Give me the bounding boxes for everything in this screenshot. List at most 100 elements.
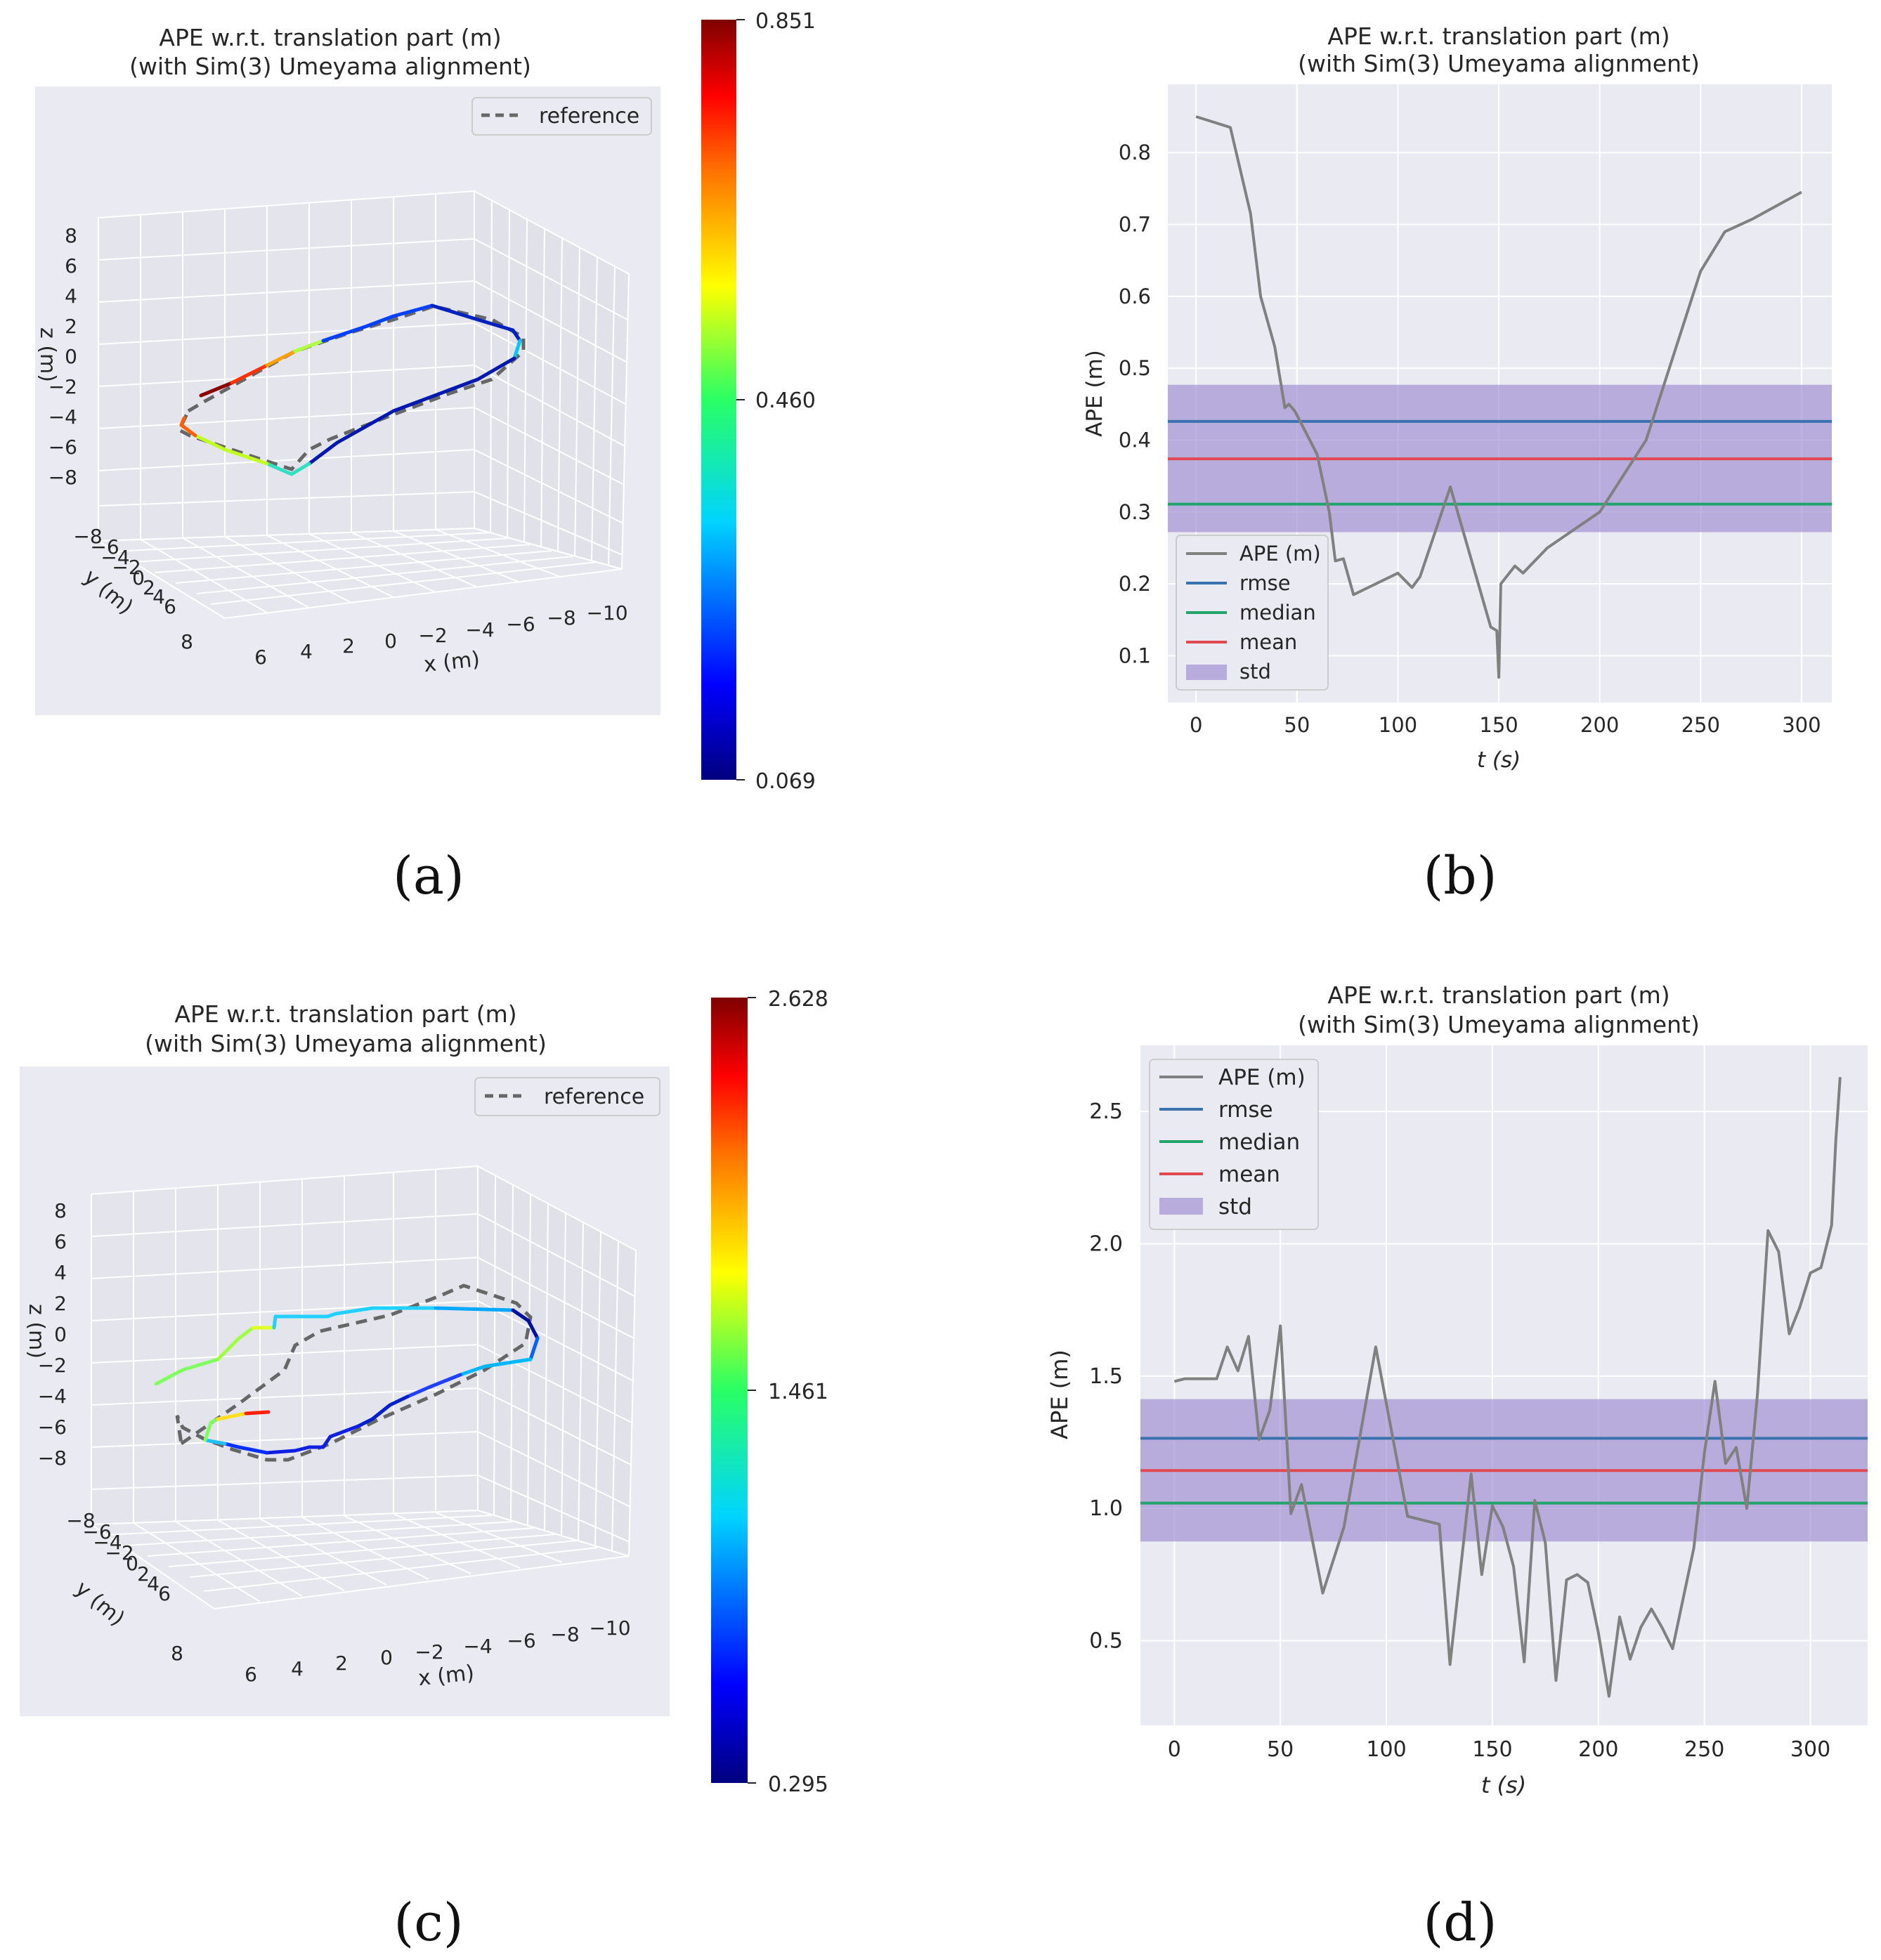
panel-c-subtitle: (with Sim(3) Umeyama alignment) xyxy=(145,1030,547,1057)
panel-a-z-ticks: 8 6 4 2 0 −2 −4 −6 −8 xyxy=(48,224,77,489)
panel-c-x-tick-1: 4 xyxy=(291,1657,304,1680)
panel-a-estimate-path xyxy=(179,303,522,476)
panel-a-colorbar: 0.851 0.460 0.069 xyxy=(701,9,816,794)
panel-c-est-seg-7 xyxy=(528,1336,540,1361)
panel-c-x-ticks: 6 4 2 0 −2 −4 −6 −8 −10 xyxy=(245,1616,630,1686)
panel-d-legend-label-mean: mean xyxy=(1218,1162,1280,1187)
panel-a-est-seg-11 xyxy=(179,416,197,438)
panel-a-est-seg-6 xyxy=(430,303,522,343)
panel-b-y-tick: 0.3 xyxy=(1119,500,1151,524)
panel-a-z-tick-2: 4 xyxy=(65,285,77,308)
panel-b-title: APE w.r.t. translation part (m) xyxy=(1327,22,1670,50)
panel-c-x-tick-6: −6 xyxy=(507,1629,535,1652)
panel-c-colorbar-label-max: 2.628 xyxy=(768,987,828,1012)
panel-b-subtitle: (with Sim(3) Umeyama alignment) xyxy=(1298,50,1700,77)
panel-d-x-tick: 50 xyxy=(1267,1737,1294,1762)
panel-a-x-tick-0: 6 xyxy=(254,646,267,669)
panel-d-legend-label-rmse: rmse xyxy=(1218,1097,1273,1123)
panel-a-y-tick-6: 4 xyxy=(152,585,165,608)
panel-a-x-tick-6: −6 xyxy=(506,613,535,636)
panel-c-x-tick-0: 6 xyxy=(245,1663,257,1686)
panel-b-legend-label-ape: APE (m) xyxy=(1239,542,1321,566)
panel-c-est-seg-5 xyxy=(434,1306,515,1312)
panel-d-title: APE w.r.t. translation part (m) xyxy=(1327,981,1670,1009)
panel-a-colorbar-label-mid: 0.460 xyxy=(755,388,816,413)
panel-c-z-tick-2: 4 xyxy=(54,1261,67,1284)
panel-a-y-tick-7: 6 xyxy=(164,595,176,618)
panel-c-z-tick-1: 6 xyxy=(54,1230,67,1253)
panel-d-y-tick: 1.5 xyxy=(1089,1364,1123,1389)
panel-b-x-tick: 300 xyxy=(1782,713,1821,737)
panel-a-est-seg-3 xyxy=(265,349,297,367)
panel-c-legend-label-reference: reference xyxy=(544,1085,644,1109)
panel-a-colorbar-label-max: 0.851 xyxy=(755,9,816,34)
panel-label-b: (b) xyxy=(1423,846,1497,906)
panel-d-y-tick: 2.5 xyxy=(1089,1099,1123,1124)
panel-a-z-tick-4: 0 xyxy=(65,345,77,368)
panel-d: APE w.r.t. translation part (m) (with Si… xyxy=(1046,981,1868,1798)
panel-a-est-seg-7 xyxy=(512,339,522,360)
panel-c-legend-box xyxy=(474,1077,660,1116)
panel-c-x-tick-2: 2 xyxy=(335,1652,348,1675)
panel-d-subtitle: (with Sim(3) Umeyama alignment) xyxy=(1298,1011,1700,1038)
panel-d-y-tick: 2.0 xyxy=(1089,1231,1123,1256)
panel-a-z-tick-5: −2 xyxy=(48,375,77,398)
panel-c-est-seg-10 xyxy=(356,1394,410,1428)
panel-a-colorbar-label-min: 0.069 xyxy=(755,769,816,794)
panel-b-x-tick: 50 xyxy=(1284,713,1310,737)
panel-c-est-seg-11 xyxy=(265,1424,360,1455)
panel-b-x-tick: 200 xyxy=(1580,713,1619,737)
panel-b-y-ticks: 0.1 0.2 0.3 0.4 0.5 0.6 0.7 0.8 xyxy=(1119,141,1151,667)
panel-label-c: (c) xyxy=(393,1893,463,1953)
panel-d-legend-label-std: std xyxy=(1218,1194,1252,1220)
panel-a-z-tick-1: 6 xyxy=(65,254,77,277)
panel-c-est-seg-9 xyxy=(405,1373,462,1399)
panel-b-x-tick: 100 xyxy=(1379,713,1417,737)
panel-b-x-tick: 150 xyxy=(1479,713,1518,737)
panel-c-z-tick-0: 8 xyxy=(54,1199,67,1222)
panel-b-y-tick: 0.6 xyxy=(1119,285,1151,308)
panel-c-y-tick-1: −6 xyxy=(82,1520,111,1543)
panel-a-est-seg-5 xyxy=(321,303,434,343)
panel-c-z-tick-7: −6 xyxy=(38,1416,67,1439)
panel-c-y-tick-4: 0 xyxy=(126,1552,138,1575)
panel-a-x-ticks: 6 4 2 0 −2 −4 −6 −8 −10 xyxy=(254,601,627,669)
panel-d-x-label: t (s) xyxy=(1481,1772,1526,1798)
panel-label-a: (a) xyxy=(393,846,464,906)
panel-c-y-tick-3: −2 xyxy=(105,1541,134,1564)
panel-d-x-tick: 200 xyxy=(1578,1737,1618,1762)
panel-a-z-label: z (m) xyxy=(35,327,60,382)
panel-c-z-label: z (m) xyxy=(24,1304,48,1359)
panel-b: APE w.r.t. translation part (m) (with Si… xyxy=(1082,22,1832,773)
panel-a-x-tick-3: 0 xyxy=(384,629,397,653)
panel-a-legend-label-reference: reference xyxy=(539,104,639,129)
panel-a-est-seg-10 xyxy=(193,433,269,466)
panel-c-y-tick-2: −4 xyxy=(93,1531,122,1554)
panel-b-x-tick: 0 xyxy=(1190,713,1202,737)
panel-c-y-tick-7: 6 xyxy=(158,1582,171,1605)
panel-a-z-tick-8: −8 xyxy=(48,466,77,489)
panel-c-est-seg-1 xyxy=(154,1357,220,1386)
panel-c-x-tick-3: 0 xyxy=(380,1646,393,1669)
panel-d-x-tick: 100 xyxy=(1366,1737,1406,1762)
panel-d-x-tick: 300 xyxy=(1790,1737,1830,1762)
panel-c-z-ticks: 8 6 4 2 0 −2 −4 −6 −8 xyxy=(38,1199,67,1470)
panel-a: APE w.r.t. translation part (m) (with Si… xyxy=(35,9,816,794)
panel-label-d: (d) xyxy=(1423,1893,1497,1953)
panel-b-legend-label-mean: mean xyxy=(1239,630,1297,654)
panel-a-y-tick-5: 2 xyxy=(143,576,155,599)
panel-c-legend: reference xyxy=(474,1077,660,1116)
panel-d-legend-box xyxy=(1149,1059,1319,1230)
panel-a-title: APE w.r.t. translation part (m) xyxy=(159,24,501,51)
panel-c-z-tick-6: −4 xyxy=(38,1385,67,1408)
panel-a-y-tick-8: 8 xyxy=(181,630,193,653)
panel-b-ape-line xyxy=(1195,115,1802,679)
panel-b-y-tick: 0.1 xyxy=(1119,643,1151,667)
panel-b-legend-swatch-std xyxy=(1186,665,1227,680)
panel-c-est-seg-6 xyxy=(511,1308,540,1340)
panel-d-legend: APE (m) rmse median mean std xyxy=(1149,1059,1319,1230)
panel-c-est-seg-15 xyxy=(216,1411,248,1421)
panel-d-x-tick: 250 xyxy=(1684,1737,1724,1762)
panel-c-x-tick-5: −4 xyxy=(463,1635,492,1658)
panel-c-y-tick-0: −8 xyxy=(66,1509,95,1532)
